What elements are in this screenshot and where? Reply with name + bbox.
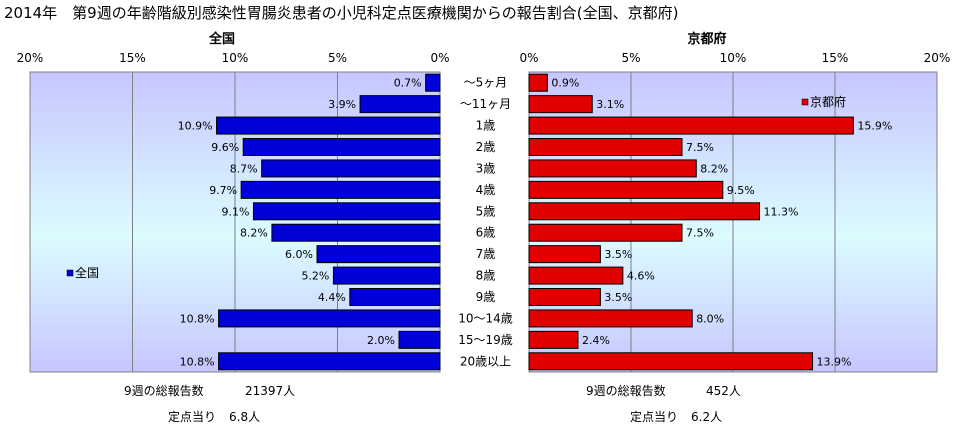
kyoto-per-value: 6.2人 <box>691 410 723 424</box>
category-label: 15〜19歳 <box>458 333 513 347</box>
kyoto-bar <box>528 202 761 221</box>
left-tick-label: 20% <box>17 51 44 65</box>
national-bar <box>316 245 441 264</box>
national-data-label: 9.7% <box>209 184 237 197</box>
national-bar <box>359 95 441 114</box>
national-data-label: 9.6% <box>211 141 239 154</box>
kyoto-bar <box>528 116 854 135</box>
category-label: 2歳 <box>476 140 496 154</box>
national-per-label: 定点当り <box>168 410 217 424</box>
kyoto-data-label: 11.3% <box>764 205 799 218</box>
category-label: 10〜14歳 <box>458 311 513 325</box>
kyoto-total-label: 9週の総報告数 <box>586 384 666 398</box>
category-label: 1歳 <box>476 119 496 133</box>
category-label: 20歳以上 <box>460 354 511 368</box>
kyoto-data-label: 7.5% <box>686 141 714 154</box>
category-label: 3歳 <box>476 161 496 175</box>
right-tick-label: 20% <box>924 51 951 65</box>
left-tick-label: 5% <box>328 51 347 65</box>
kyoto-bar <box>528 159 697 178</box>
national-bar <box>398 330 441 349</box>
national-bar <box>332 266 441 285</box>
national-total-value: 21397人 <box>245 384 296 398</box>
kyoto-bar <box>528 180 724 199</box>
national-legend-label: 全国 <box>75 265 99 280</box>
national-bar <box>425 73 441 92</box>
kyoto-data-label: 13.9% <box>817 355 852 368</box>
kyoto-data-label: 7.5% <box>686 227 714 240</box>
left-tick-label: 10% <box>222 51 249 65</box>
kyoto-data-label: 8.0% <box>696 312 724 325</box>
right-panel-title: 京都府 <box>687 31 726 47</box>
national-data-label: 10.8% <box>180 312 215 325</box>
national-bar <box>261 159 441 178</box>
kyoto-total-value: 452人 <box>706 384 741 398</box>
category-label: 8歳 <box>476 269 496 283</box>
kyoto-bar <box>528 223 683 242</box>
right-tick-label: 10% <box>720 51 747 65</box>
kyoto-data-label: 3.5% <box>604 248 632 261</box>
kyoto-bar <box>528 330 579 349</box>
national-bar <box>216 116 441 135</box>
category-label: 〜11ヶ月 <box>460 97 511 111</box>
national-data-label: 8.2% <box>240 227 268 240</box>
national-bar <box>218 309 441 328</box>
category-label: 6歳 <box>476 226 496 240</box>
national-bar <box>242 138 441 156</box>
kyoto-bar <box>528 138 683 156</box>
left-panel-title: 全国 <box>208 31 235 47</box>
kyoto-legend-swatch <box>801 98 809 106</box>
left-tick-label: 15% <box>119 51 146 65</box>
national-data-label: 6.0% <box>285 248 313 261</box>
kyoto-data-label: 8.2% <box>700 162 728 175</box>
kyoto-bar <box>528 288 601 306</box>
category-label: 9歳 <box>476 290 496 304</box>
national-data-label: 0.7% <box>394 77 422 90</box>
national-bar <box>240 180 441 199</box>
kyoto-bar <box>528 95 593 114</box>
kyoto-data-label: 0.9% <box>551 77 579 90</box>
national-data-label: 9.1% <box>221 205 249 218</box>
category-label: 4歳 <box>476 183 496 197</box>
kyoto-data-label: 3.5% <box>604 291 632 304</box>
kyoto-per-label: 定点当り <box>630 410 679 424</box>
national-bar <box>271 223 441 242</box>
national-data-label: 10.9% <box>178 120 213 133</box>
kyoto-bar <box>528 73 548 92</box>
right-tick-label: 15% <box>822 51 849 65</box>
kyoto-bar <box>528 245 601 264</box>
kyoto-bar <box>528 266 624 285</box>
national-total-label: 9週の総報告数 <box>124 384 204 398</box>
national-bar <box>252 202 441 221</box>
category-label: 5歳 <box>476 204 496 218</box>
national-data-label: 4.4% <box>318 291 346 304</box>
national-data-label: 3.9% <box>328 98 356 111</box>
category-label: 〜5ヶ月 <box>464 76 508 90</box>
national-data-label: 2.0% <box>367 334 395 347</box>
chart-title: 2014年 第9週の年齢階級別感染性胃腸炎患者の小児科定点医療機関からの報告割合… <box>4 4 679 22</box>
kyoto-data-label: 2.4% <box>582 334 610 347</box>
national-data-label: 5.2% <box>301 270 329 283</box>
kyoto-data-label: 3.1% <box>596 98 624 111</box>
right-tick-label: 0% <box>519 51 538 65</box>
kyoto-legend-label: 京都府 <box>810 94 846 109</box>
right-tick-label: 5% <box>621 51 640 65</box>
left-tick-label: 0% <box>430 51 449 65</box>
kyoto-data-label: 15.9% <box>857 120 892 133</box>
national-data-label: 10.8% <box>180 355 215 368</box>
kyoto-bar <box>528 352 814 371</box>
kyoto-bar <box>528 309 693 328</box>
kyoto-data-label: 9.5% <box>727 184 755 197</box>
national-bar <box>349 288 441 306</box>
national-per-value: 6.8人 <box>229 410 261 424</box>
national-legend-swatch <box>66 269 74 277</box>
category-label: 7歳 <box>476 247 496 261</box>
national-data-label: 8.7% <box>230 162 258 175</box>
kyoto-data-label: 4.6% <box>627 270 655 283</box>
national-bar <box>218 352 441 371</box>
